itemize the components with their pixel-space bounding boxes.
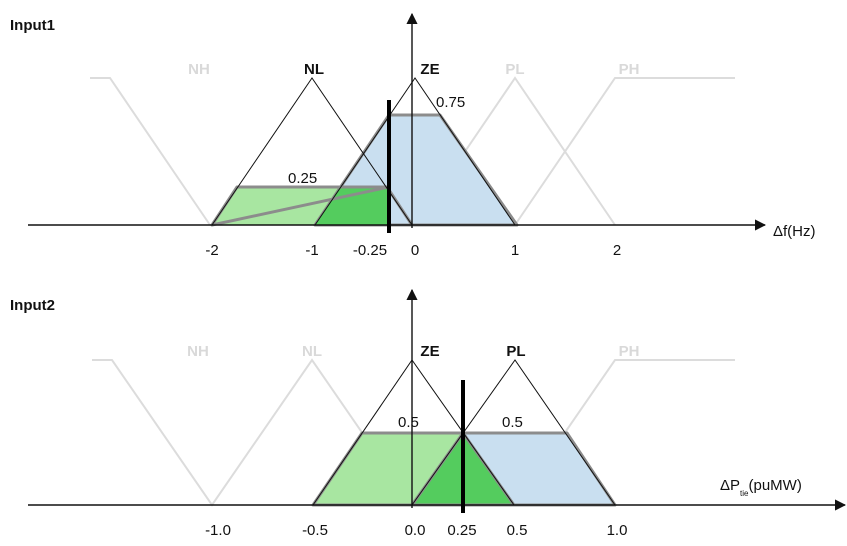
input2-tick: 0.25 (447, 522, 476, 539)
input2-tick: 0.5 (507, 522, 528, 539)
input2-axis-label-main: ΔP (720, 477, 740, 494)
input1-set-nh-shape (90, 77, 211, 226)
input2-label-nh: NH (187, 343, 209, 360)
input1-overlap-area (315, 187, 389, 225)
input2-tick: 0.0 (405, 522, 426, 539)
input1-tick: -2 (205, 242, 218, 259)
input2-label-pl: PL (506, 343, 525, 360)
input2-axis-label-unit: (puMW) (748, 477, 801, 494)
input1-label-ze: ZE (420, 61, 439, 78)
input2-tick: -0.5 (302, 522, 328, 539)
input2-label-ph: PH (619, 343, 640, 360)
input1-membership-ze: 0.75 (436, 94, 465, 111)
input2-axis-label-sub: tie (740, 489, 749, 498)
input2-tick: -1.0 (205, 522, 231, 539)
input1-tick: 1 (511, 242, 519, 259)
input1-label-pl: PL (505, 61, 524, 78)
input1-panel: Input1 NH NL ZE PL PH 0.25 0.75 -2 (10, 12, 816, 259)
input1-set-ph-shape (514, 77, 735, 226)
input1-title: Input1 (10, 17, 55, 34)
input1-label-nh: NH (188, 61, 210, 78)
input2-membership-pl: 0.5 (502, 414, 523, 431)
input1-label-nl: NL (304, 61, 324, 78)
input2-tick: 1.0 (607, 522, 628, 539)
input1-tick: -1 (305, 242, 318, 259)
input1-axis-label: Δf(Hz) (773, 223, 816, 240)
input1-tick: 2 (613, 242, 621, 259)
input1-tick: -0.25 (353, 242, 387, 259)
input1-membership-nl: 0.25 (288, 170, 317, 187)
input1-label-ph: PH (619, 61, 640, 78)
input2-axis-label: ΔPtie(puMW) (720, 477, 802, 498)
input2-label-nl: NL (302, 343, 322, 360)
input2-membership-ze: 0.5 (398, 414, 419, 431)
input1-tick: 0 (411, 242, 419, 259)
input2-panel: Input2 NH NL ZE PL PH 0.5 0.5 -1.0 -0.5 (10, 288, 847, 539)
input2-label-ze: ZE (420, 343, 439, 360)
input2-title: Input2 (10, 297, 55, 314)
